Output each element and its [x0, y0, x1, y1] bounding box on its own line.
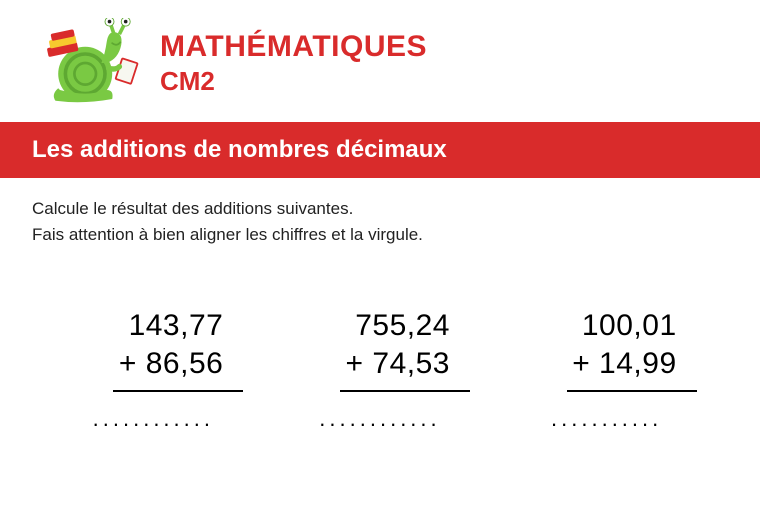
- sum-line: [113, 390, 243, 392]
- problem-1: 143,77 + 86,56 ............: [63, 307, 243, 432]
- grade-level: CM2: [160, 66, 427, 97]
- addend-top: 755,24: [310, 307, 450, 345]
- answer-blank[interactable]: ............: [83, 406, 223, 432]
- addend-top: 100,01: [537, 307, 677, 345]
- snail-logo-icon: [32, 18, 142, 108]
- instructions-block: Calcule le résultat des additions suivan…: [0, 178, 760, 257]
- instruction-line-2: Fais attention à bien aligner les chiffr…: [32, 222, 728, 248]
- problem-3: 100,01 + 14,99 ...........: [517, 307, 697, 432]
- answer-blank[interactable]: ...........: [537, 406, 677, 432]
- subject-title: MATHÉMATIQUES: [160, 30, 427, 64]
- sum-line: [340, 390, 470, 392]
- title-block: MATHÉMATIQUES CM2: [160, 30, 427, 97]
- problem-2: 755,24 + 74,53 ............: [290, 307, 470, 432]
- lesson-title: Les additions de nombres décimaux: [32, 136, 728, 164]
- instruction-line-1: Calcule le résultat des additions suivan…: [32, 196, 728, 222]
- problems-row: 143,77 + 86,56 ............ 755,24 + 74,…: [0, 257, 760, 432]
- addend-bottom: + 14,99: [537, 345, 677, 383]
- addend-top: 143,77: [83, 307, 223, 345]
- answer-blank[interactable]: ............: [310, 406, 450, 432]
- lesson-banner: Les additions de nombres décimaux: [0, 122, 760, 178]
- sum-line: [567, 390, 697, 392]
- addend-bottom: + 86,56: [83, 345, 223, 383]
- addend-bottom: + 74,53: [310, 345, 450, 383]
- worksheet-header: MATHÉMATIQUES CM2: [0, 0, 760, 122]
